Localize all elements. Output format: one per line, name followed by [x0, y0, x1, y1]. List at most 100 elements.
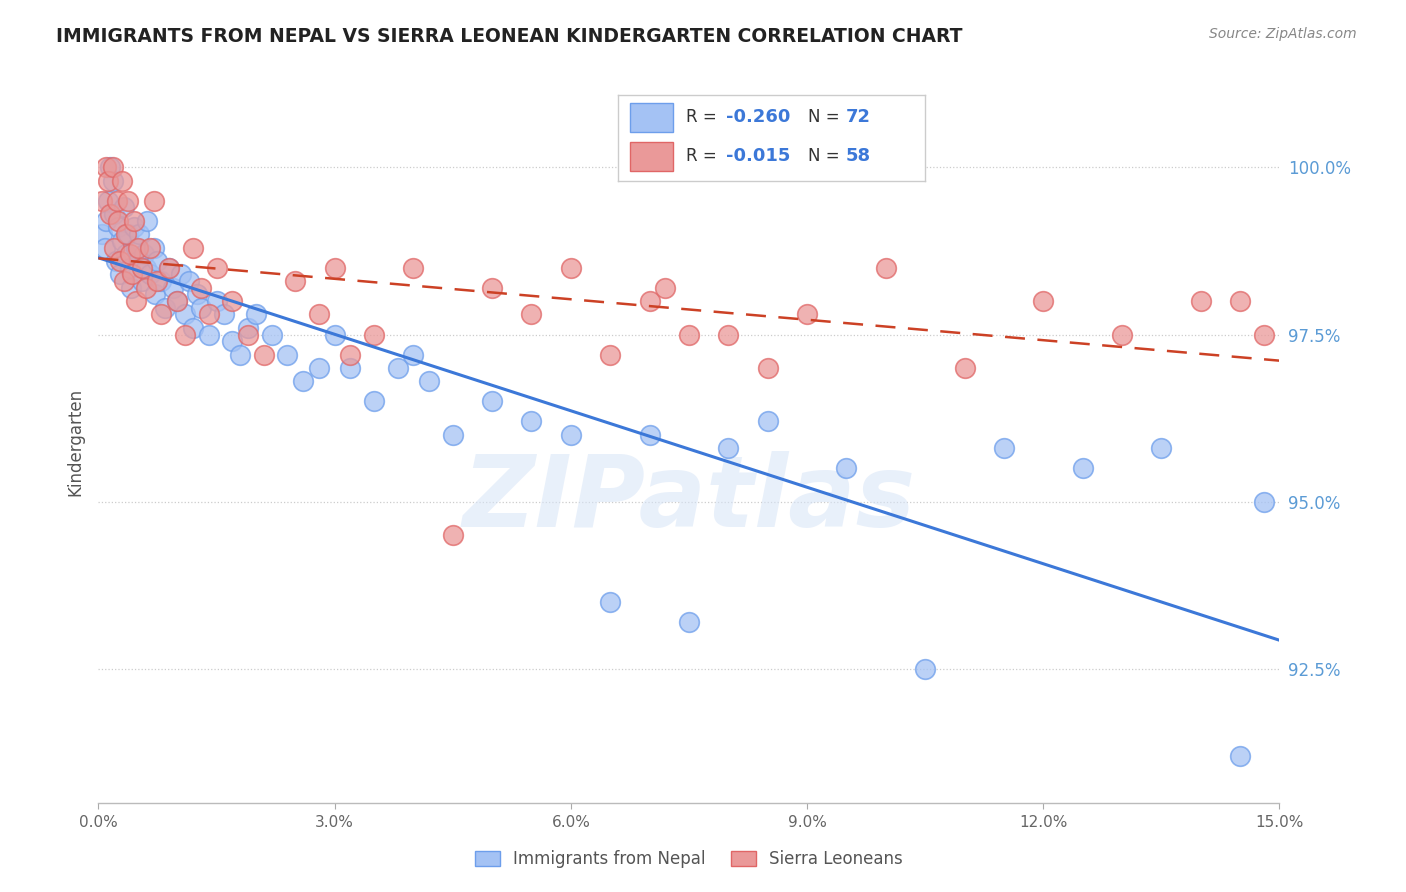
- Text: 58: 58: [845, 147, 870, 165]
- Point: [107, 220, 129, 235]
- Point: [221, 294, 243, 309]
- Point: [146, 274, 169, 288]
- Point: [197, 327, 219, 342]
- Point: [174, 327, 197, 342]
- Point: [103, 241, 125, 255]
- Point: [146, 254, 169, 268]
- Point: [205, 260, 228, 275]
- Point: [717, 442, 740, 456]
- Point: [112, 274, 135, 288]
- Point: [122, 214, 145, 228]
- Point: [190, 301, 212, 315]
- Point: [914, 662, 936, 676]
- Point: [205, 294, 228, 309]
- Point: [125, 294, 148, 309]
- Point: [142, 241, 165, 255]
- Point: [115, 247, 138, 261]
- Point: [117, 227, 139, 242]
- Point: [143, 287, 166, 301]
- Point: [638, 294, 661, 309]
- Point: [260, 327, 283, 342]
- Point: [835, 461, 858, 475]
- Point: [1253, 327, 1275, 342]
- Point: [1150, 442, 1173, 456]
- Point: [96, 161, 118, 175]
- Point: [402, 348, 425, 362]
- Point: [520, 308, 543, 322]
- Point: [418, 375, 440, 389]
- Point: [181, 241, 204, 255]
- Point: [638, 428, 661, 442]
- Text: N =: N =: [808, 147, 845, 165]
- Point: [105, 194, 128, 208]
- Bar: [630, 103, 673, 132]
- Point: [181, 321, 204, 335]
- Point: [284, 274, 307, 288]
- Text: ZIPatlas: ZIPatlas: [463, 450, 915, 548]
- Point: [875, 260, 897, 275]
- Point: [118, 247, 141, 261]
- Point: [174, 308, 197, 322]
- Point: [155, 301, 177, 315]
- Point: [953, 361, 976, 376]
- Point: [560, 260, 582, 275]
- Point: [121, 268, 143, 282]
- Text: -0.260: -0.260: [725, 108, 790, 127]
- Point: [166, 294, 188, 309]
- Point: [138, 268, 160, 282]
- Point: [481, 394, 503, 409]
- Point: [387, 361, 409, 376]
- Point: [127, 254, 149, 268]
- Point: [339, 361, 361, 376]
- Point: [125, 241, 148, 255]
- Point: [121, 281, 143, 295]
- Point: [599, 348, 621, 362]
- Point: [177, 274, 200, 288]
- Point: [115, 227, 138, 242]
- Point: [221, 334, 243, 349]
- Text: R =: R =: [686, 147, 721, 165]
- Point: [112, 201, 135, 215]
- Point: [717, 327, 740, 342]
- Point: [162, 281, 184, 295]
- Point: [308, 308, 330, 322]
- Point: [323, 327, 346, 342]
- Point: [441, 528, 464, 542]
- Point: [253, 348, 276, 362]
- Point: [654, 281, 676, 295]
- Point: [150, 308, 173, 322]
- Point: [678, 327, 700, 342]
- Point: [402, 260, 425, 275]
- Point: [138, 241, 160, 255]
- Bar: [630, 142, 673, 171]
- Point: [441, 428, 464, 442]
- Point: [796, 308, 818, 322]
- Point: [170, 268, 193, 282]
- Point: [104, 254, 127, 268]
- Point: [481, 281, 503, 295]
- Point: [128, 227, 150, 242]
- Point: [190, 281, 212, 295]
- Point: [150, 274, 173, 288]
- Point: [276, 348, 298, 362]
- Point: [131, 260, 153, 275]
- Point: [186, 287, 208, 301]
- Point: [157, 260, 180, 275]
- Point: [236, 321, 259, 335]
- Point: [292, 375, 315, 389]
- Text: N =: N =: [808, 108, 845, 127]
- Y-axis label: Kindergarten: Kindergarten: [66, 387, 84, 496]
- Point: [157, 260, 180, 275]
- Point: [323, 260, 346, 275]
- Point: [678, 615, 700, 630]
- Point: [142, 194, 165, 208]
- Point: [1032, 294, 1054, 309]
- Point: [107, 214, 129, 228]
- Text: 72: 72: [845, 108, 870, 127]
- Point: [132, 247, 155, 261]
- Point: [98, 161, 121, 175]
- Point: [756, 415, 779, 429]
- Point: [363, 327, 385, 342]
- Point: [560, 428, 582, 442]
- Point: [110, 254, 132, 268]
